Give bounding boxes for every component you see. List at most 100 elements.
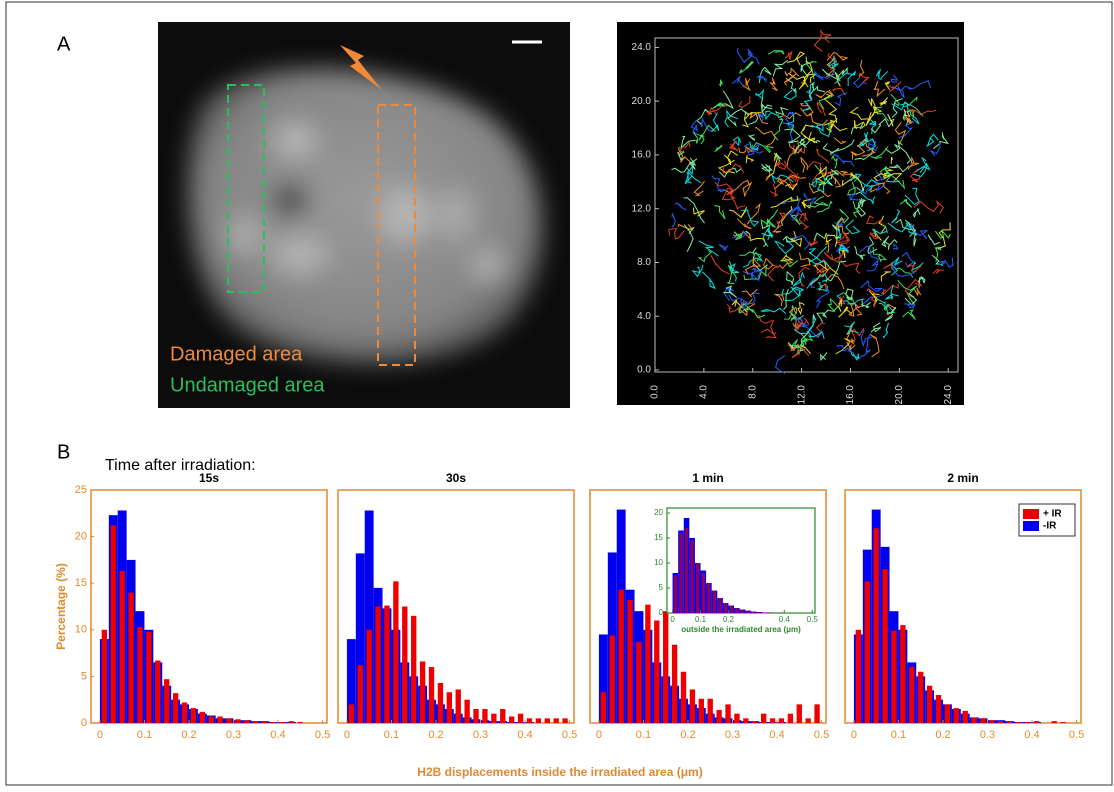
track bbox=[784, 183, 798, 191]
x-tick-label: 4.0 bbox=[699, 385, 710, 399]
track bbox=[784, 51, 793, 60]
bar bbox=[671, 644, 678, 723]
bar bbox=[805, 718, 811, 723]
bar bbox=[598, 634, 608, 723]
track bbox=[858, 72, 870, 85]
bar bbox=[935, 695, 942, 723]
track bbox=[846, 341, 856, 352]
track bbox=[870, 146, 889, 159]
bar bbox=[980, 718, 986, 723]
track bbox=[909, 168, 920, 183]
track bbox=[913, 200, 944, 214]
track bbox=[835, 230, 852, 244]
track bbox=[680, 135, 696, 150]
y-tick-label: 16.0 bbox=[632, 150, 652, 161]
track bbox=[739, 251, 762, 262]
track bbox=[760, 307, 787, 314]
bar bbox=[155, 660, 161, 723]
track bbox=[857, 178, 876, 206]
track bbox=[743, 143, 755, 156]
track bbox=[835, 337, 853, 355]
track bbox=[773, 118, 784, 141]
bar bbox=[882, 569, 888, 723]
track bbox=[813, 29, 832, 52]
track bbox=[879, 166, 906, 190]
track bbox=[736, 218, 752, 229]
bar bbox=[428, 667, 435, 723]
track bbox=[695, 108, 712, 125]
track bbox=[827, 298, 839, 313]
track bbox=[774, 238, 795, 255]
track bbox=[750, 142, 764, 154]
bar bbox=[110, 525, 116, 723]
bar bbox=[779, 612, 784, 613]
bar bbox=[437, 682, 444, 723]
track bbox=[927, 234, 941, 246]
track bbox=[836, 345, 854, 354]
tracks-box bbox=[654, 37, 959, 373]
track bbox=[714, 205, 726, 220]
track bbox=[873, 80, 886, 98]
track bbox=[866, 215, 883, 225]
track bbox=[749, 141, 759, 151]
y-tick-label: 25 bbox=[75, 484, 87, 496]
track bbox=[750, 267, 760, 280]
track bbox=[840, 171, 852, 175]
track bbox=[795, 318, 806, 328]
track bbox=[773, 152, 782, 162]
bar bbox=[146, 631, 152, 723]
track bbox=[677, 151, 685, 161]
y-tick-label: 5 bbox=[81, 670, 87, 682]
track bbox=[760, 209, 779, 225]
track bbox=[744, 256, 762, 275]
track bbox=[800, 156, 808, 173]
track bbox=[868, 290, 880, 307]
track bbox=[869, 230, 879, 239]
track bbox=[880, 271, 891, 282]
bar bbox=[137, 627, 143, 723]
bar bbox=[562, 718, 568, 723]
track bbox=[766, 229, 774, 238]
x-tick-label: 0.2 bbox=[428, 729, 443, 741]
track bbox=[845, 288, 854, 301]
track bbox=[763, 257, 774, 270]
bar bbox=[751, 611, 756, 613]
bar bbox=[696, 563, 700, 613]
x-tick-label: 0.4 bbox=[517, 729, 532, 741]
bar bbox=[500, 709, 506, 723]
track bbox=[794, 138, 807, 155]
track bbox=[671, 158, 698, 173]
track bbox=[777, 177, 794, 189]
legend-swatch bbox=[1023, 521, 1039, 531]
track bbox=[865, 178, 883, 192]
y-tick-label: 10 bbox=[75, 624, 87, 636]
x-tick-label: 0 bbox=[670, 615, 675, 624]
track bbox=[930, 142, 941, 157]
track bbox=[838, 306, 853, 318]
track bbox=[830, 139, 855, 156]
bar bbox=[746, 610, 750, 613]
track bbox=[906, 263, 922, 274]
track bbox=[809, 266, 831, 286]
track bbox=[775, 355, 786, 374]
track bbox=[765, 110, 784, 121]
bar bbox=[645, 604, 651, 723]
track bbox=[674, 202, 687, 211]
x-tick-label: 0 bbox=[596, 729, 602, 741]
track bbox=[798, 266, 810, 288]
track bbox=[755, 88, 765, 100]
track bbox=[807, 131, 818, 144]
track bbox=[894, 121, 907, 145]
bar bbox=[718, 598, 722, 613]
x-tick-label: 0.1 bbox=[891, 729, 906, 741]
track bbox=[825, 240, 830, 253]
x-tick-label: 0.5 bbox=[562, 729, 577, 741]
frame bbox=[5, 1, 1113, 786]
bar bbox=[743, 718, 749, 723]
y-tick-label: 5 bbox=[659, 583, 664, 592]
bar bbox=[684, 528, 689, 613]
track bbox=[761, 163, 773, 173]
tracks-image bbox=[617, 22, 964, 405]
x-tick-label: 0.4 bbox=[1024, 729, 1039, 741]
track bbox=[910, 222, 928, 240]
